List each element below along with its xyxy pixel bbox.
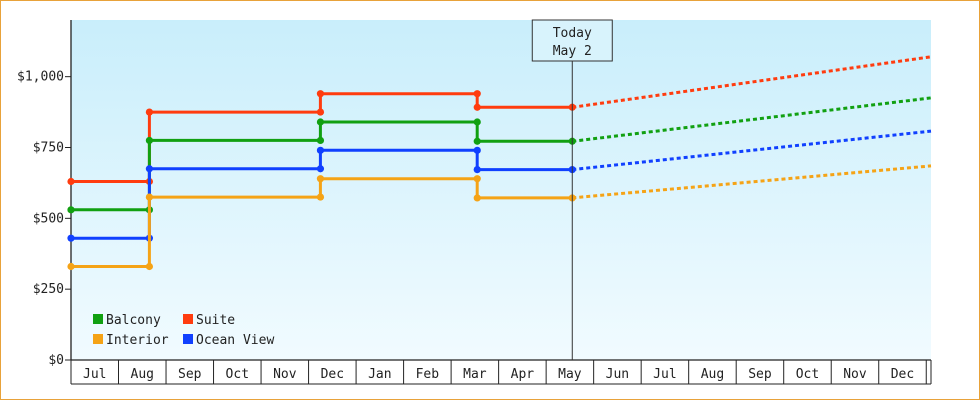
y-axis: $0 $250 $500 $750 $1,000 bbox=[17, 20, 72, 368]
y-tick-label: $500 bbox=[33, 211, 64, 226]
series-point-suite bbox=[473, 103, 481, 111]
today-label-line1: Today bbox=[553, 26, 592, 41]
legend-label-interior: Interior bbox=[106, 333, 169, 348]
x-tick-label: Nov bbox=[843, 367, 867, 382]
x-tick-label: Aug bbox=[701, 367, 724, 382]
legend-swatch-suite bbox=[183, 314, 193, 324]
today-box bbox=[531, 19, 613, 62]
series-point-ocean-view bbox=[67, 234, 75, 242]
legend-label-balcony: Balcony bbox=[106, 313, 161, 328]
x-tick-label: May bbox=[558, 367, 582, 382]
series-point-suite bbox=[473, 90, 481, 98]
x-tick-label: Sep bbox=[748, 367, 772, 382]
x-tick-label: Jan bbox=[368, 367, 391, 382]
x-tick-label: Dec bbox=[321, 367, 344, 382]
series-point-interior bbox=[145, 262, 153, 271]
series-point-balcony bbox=[67, 206, 75, 214]
series-point-balcony bbox=[473, 137, 481, 145]
series-point-ocean-view bbox=[145, 165, 153, 173]
y-tick-label: $1,000 bbox=[17, 70, 64, 85]
x-tick-label: Jun bbox=[606, 367, 629, 382]
x-tick-label: Apr bbox=[511, 367, 535, 382]
legend-label-ocean-view: Ocean View bbox=[196, 333, 274, 348]
series-point-interior bbox=[145, 193, 153, 201]
series-point-interior bbox=[316, 193, 325, 201]
x-tick-label: Jul bbox=[653, 367, 676, 382]
series-point-suite bbox=[145, 108, 153, 116]
x-tick-label: Mar bbox=[463, 367, 487, 382]
legend: Balcony Suite Interior Ocean View bbox=[93, 313, 274, 348]
x-tick-label: Aug bbox=[131, 367, 154, 382]
x-axis: Jul Aug Sep Oct Nov Dec Jan Feb Mar Apr May Jun Jul A… bbox=[70, 359, 932, 385]
plot-area bbox=[71, 20, 931, 360]
series-point-suite bbox=[316, 108, 325, 116]
x-tick-label: Feb bbox=[416, 367, 440, 382]
series-point-balcony bbox=[316, 136, 325, 145]
x-tick-label: Sep bbox=[178, 367, 202, 382]
x-tick-label: Oct bbox=[226, 367, 249, 382]
series-projection-suite bbox=[572, 55, 932, 109]
series-point-ocean-view bbox=[473, 146, 481, 154]
series-point-suite bbox=[67, 177, 75, 186]
x-tick-label: Oct bbox=[796, 367, 819, 382]
series-projection-balcony bbox=[572, 96, 932, 143]
y-tick-label: $0 bbox=[48, 353, 64, 368]
series-point-ocean-view bbox=[316, 146, 325, 154]
today-label-line2: May 2 bbox=[553, 44, 592, 59]
series-point-interior bbox=[473, 175, 481, 183]
today-marker: Today May 2 bbox=[531, 19, 613, 360]
series-point-interior bbox=[67, 262, 75, 271]
legend-label-suite: Suite bbox=[196, 313, 235, 328]
series-point-ocean-view bbox=[473, 166, 481, 174]
legend-swatch-interior bbox=[93, 334, 103, 344]
x-tick-label: Dec bbox=[891, 367, 914, 382]
series-point-balcony bbox=[145, 136, 153, 145]
x-tick-label: Nov bbox=[273, 367, 297, 382]
series-point-suite bbox=[316, 90, 325, 98]
legend-swatch-ocean-view bbox=[183, 334, 193, 344]
series-point-interior bbox=[473, 194, 481, 202]
series-point-balcony bbox=[316, 118, 325, 126]
x-tick-label: Jul bbox=[83, 367, 106, 382]
y-tick-label: $750 bbox=[33, 141, 64, 156]
legend-swatch-balcony bbox=[93, 314, 103, 324]
series-point-interior bbox=[316, 175, 325, 183]
series-point-balcony bbox=[473, 118, 481, 126]
y-tick-label: $250 bbox=[33, 282, 64, 297]
series-point-ocean-view bbox=[316, 165, 325, 173]
